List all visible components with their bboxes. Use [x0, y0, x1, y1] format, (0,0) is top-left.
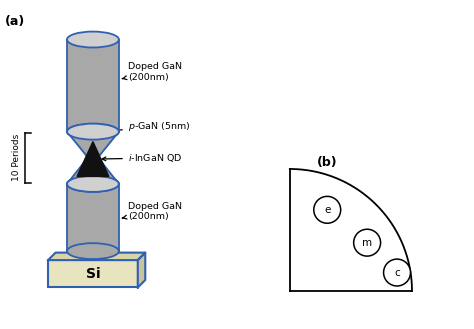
Text: c: c [394, 267, 400, 278]
Circle shape [383, 259, 410, 286]
Ellipse shape [67, 176, 119, 192]
Text: $p$-GaN (5nm): $p$-GaN (5nm) [105, 120, 191, 133]
Ellipse shape [67, 124, 119, 139]
Text: Doped GaN
(200nm): Doped GaN (200nm) [122, 202, 182, 221]
Text: Si: Si [86, 267, 100, 281]
Bar [48, 260, 138, 288]
Ellipse shape [67, 176, 119, 192]
Text: m: m [362, 238, 372, 248]
Polygon shape [48, 253, 145, 260]
Text: (a): (a) [5, 14, 25, 28]
Ellipse shape [67, 32, 119, 47]
Circle shape [354, 229, 381, 256]
Text: 10 Periods: 10 Periods [12, 134, 21, 181]
Ellipse shape [88, 154, 98, 162]
Polygon shape [77, 141, 109, 176]
Polygon shape [67, 158, 119, 184]
Ellipse shape [67, 243, 119, 259]
Bar [67, 39, 119, 132]
Polygon shape [67, 132, 119, 158]
Text: e: e [324, 205, 330, 215]
Polygon shape [138, 253, 145, 288]
Text: Doped GaN
(200nm): Doped GaN (200nm) [122, 62, 182, 82]
Text: (b): (b) [317, 156, 337, 169]
Text: $i$-InGaN QD: $i$-InGaN QD [102, 152, 182, 164]
Ellipse shape [67, 124, 119, 139]
Circle shape [314, 196, 341, 223]
Bar [67, 184, 119, 251]
